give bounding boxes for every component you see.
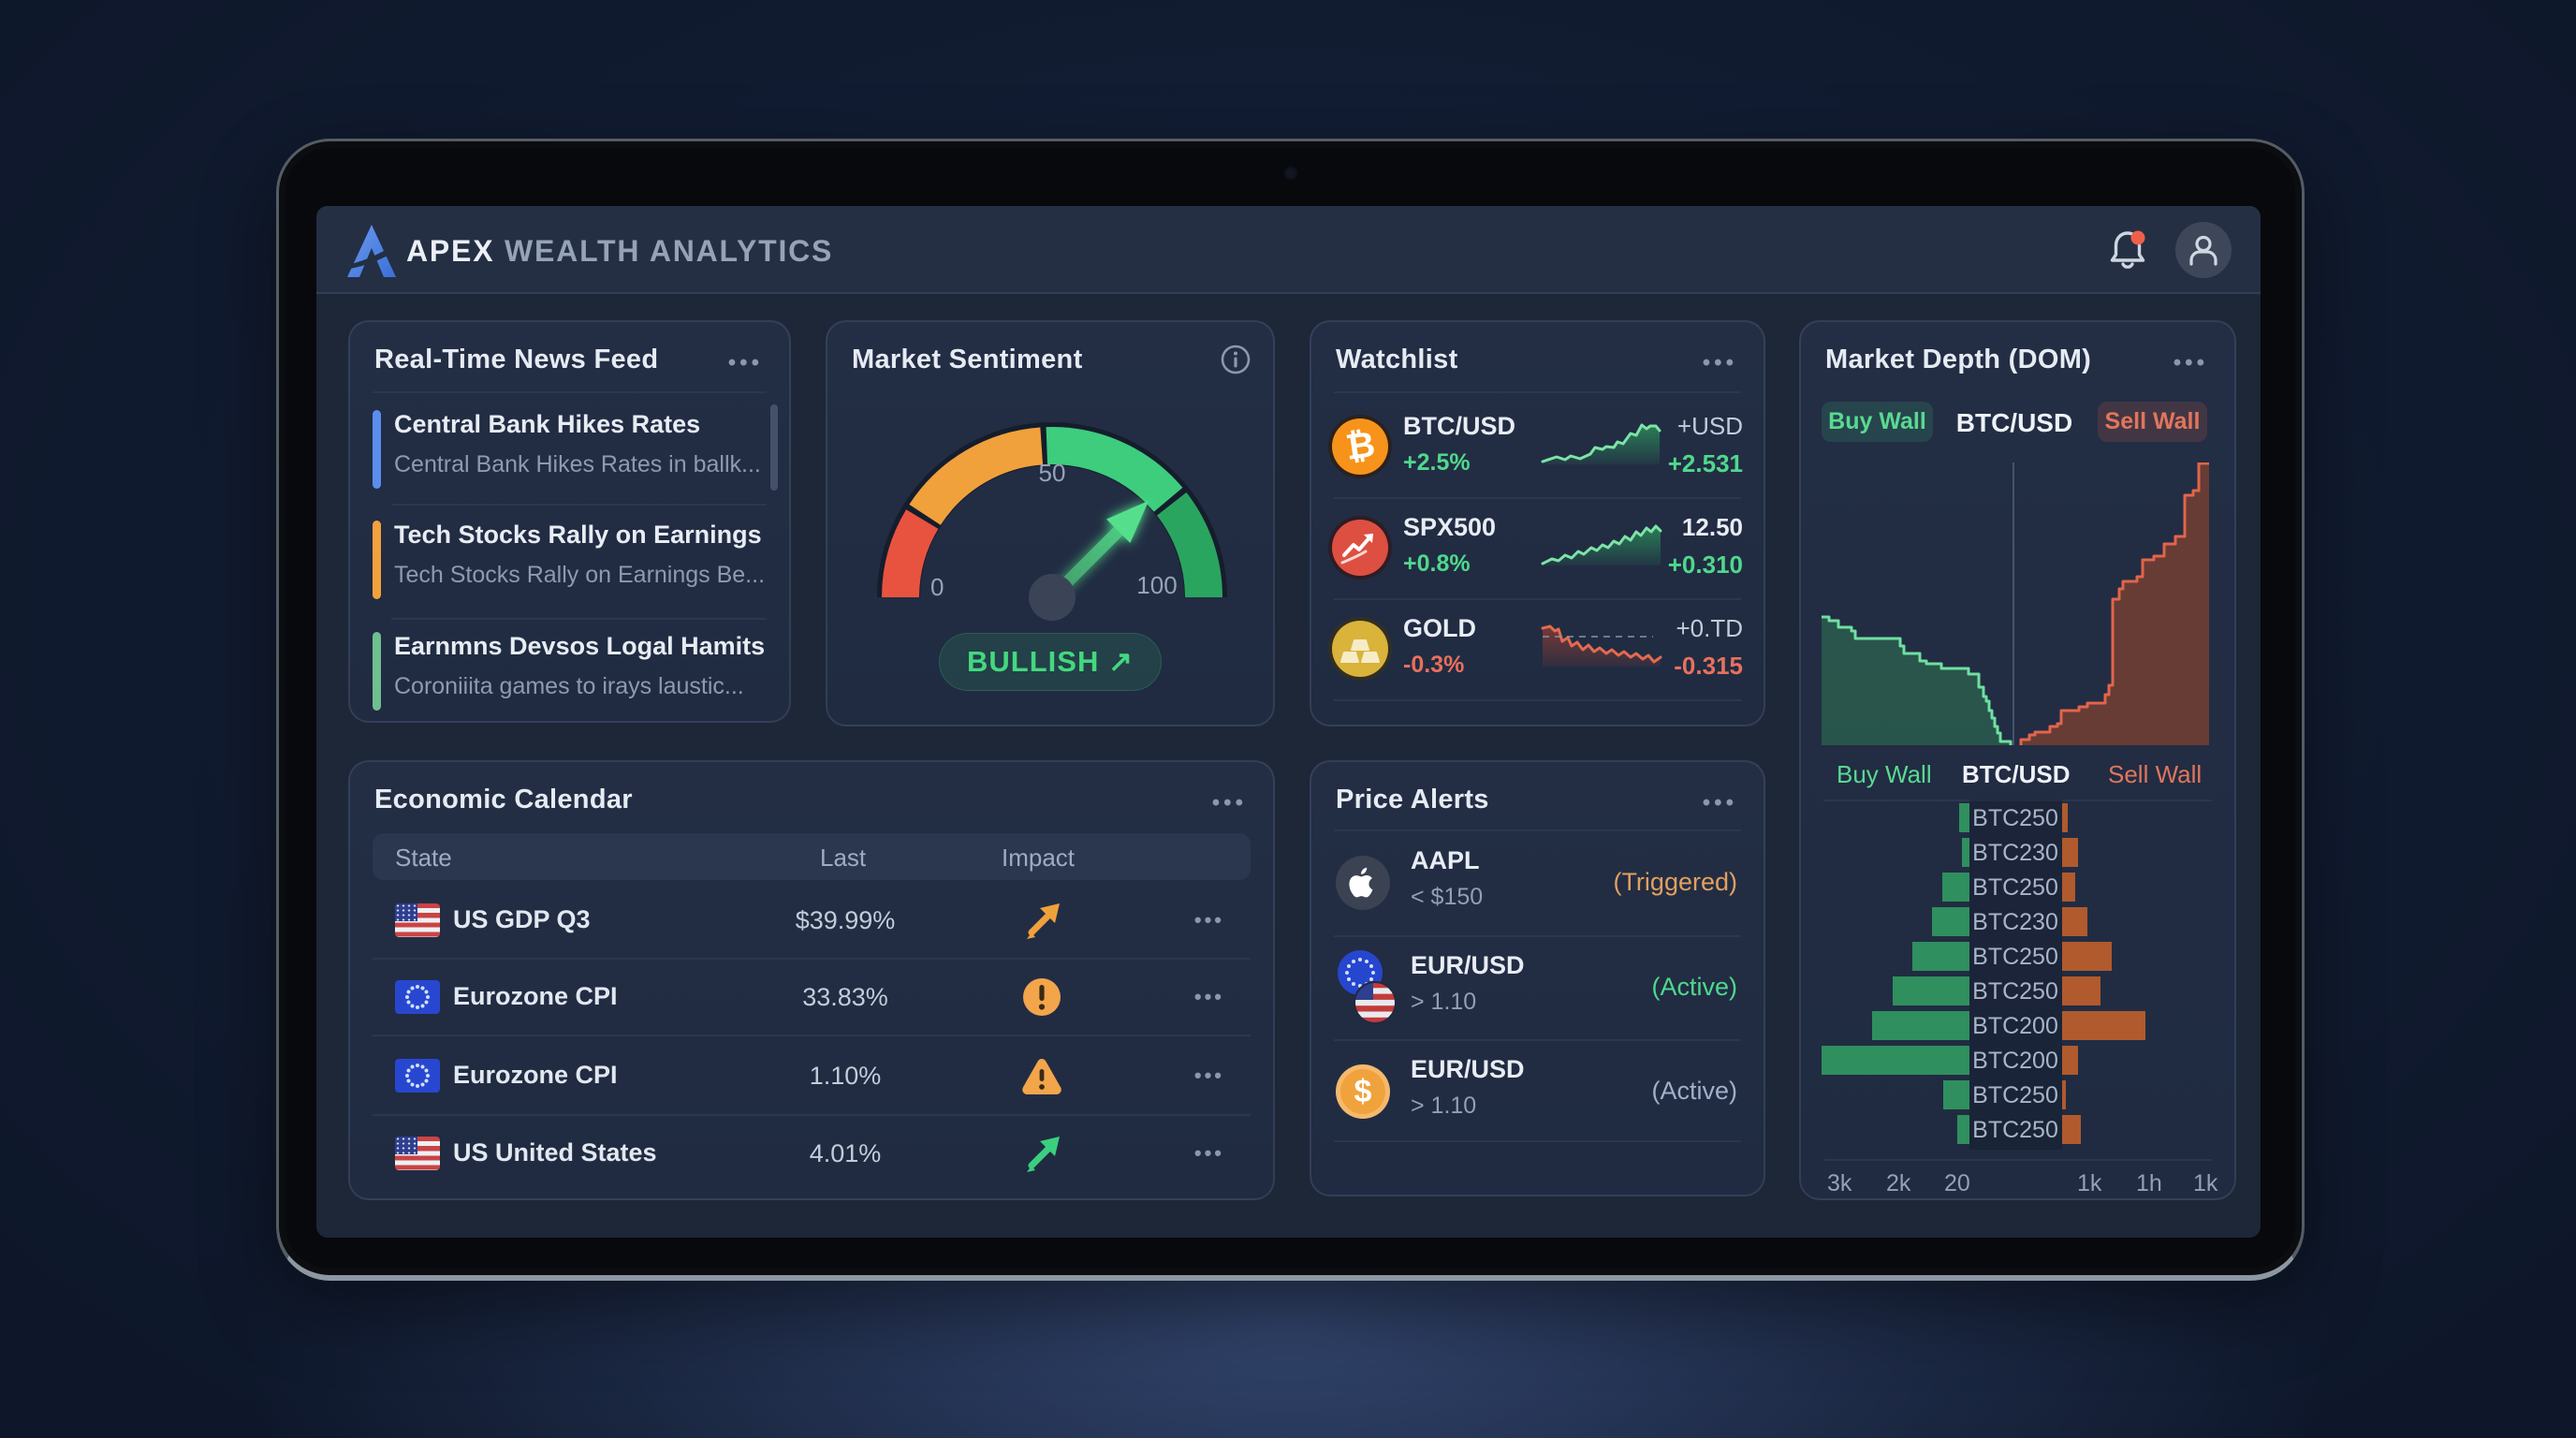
svg-text:BTC250: BTC250 [1972, 1082, 2058, 1108]
svg-text:100: 100 [1136, 571, 1177, 599]
svg-text:BTC250: BTC250 [1972, 874, 2058, 901]
svg-text:BTC250: BTC250 [1972, 805, 2058, 831]
svg-text:50: 50 [1039, 459, 1066, 487]
svg-text:BTC250: BTC250 [1972, 1117, 2058, 1143]
svg-text:BTC230: BTC230 [1972, 840, 2058, 866]
svg-text:BTC200: BTC200 [1972, 1048, 2058, 1074]
svg-text:BTC230: BTC230 [1972, 909, 2058, 935]
svg-text:0: 0 [930, 573, 944, 601]
svg-text:BTC200: BTC200 [1972, 1013, 2058, 1039]
svg-text:BTC250: BTC250 [1972, 944, 2058, 970]
svg-text:BTC250: BTC250 [1972, 978, 2058, 1005]
